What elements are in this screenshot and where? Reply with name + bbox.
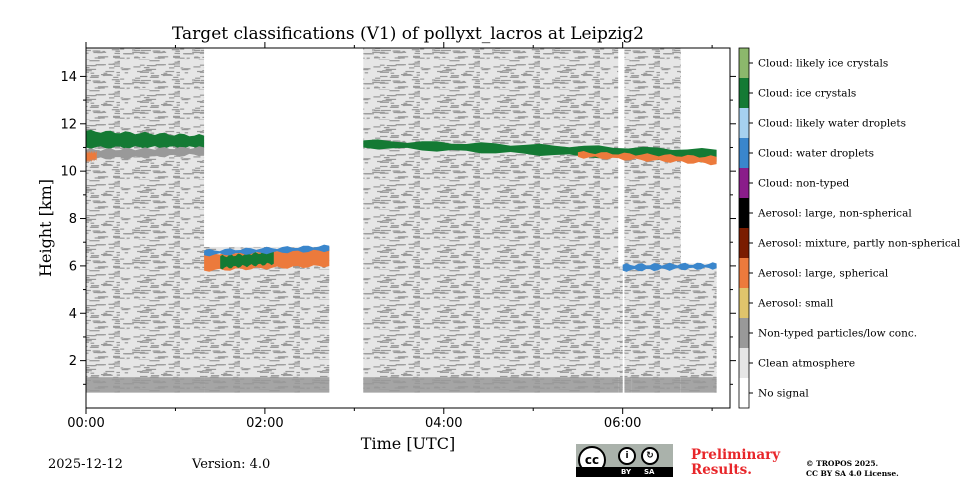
colorbar-swatch: [739, 48, 749, 78]
x-axis-label: Time [UTC]: [361, 434, 455, 453]
x-tick-label: 06:00: [604, 416, 641, 431]
y-tick-label: 6: [69, 259, 77, 274]
preliminary-line1: Preliminary: [691, 447, 781, 463]
plot-frame: [85, 47, 731, 409]
colorbar-swatch: [739, 138, 749, 168]
colorbar-swatch: [739, 288, 749, 318]
layer-class-4: [577, 151, 717, 166]
colorbar-swatch: [739, 198, 749, 228]
plot-area: [86, 48, 717, 393]
legend-label: No signal: [758, 388, 809, 400]
preliminary-line2: Results.: [691, 462, 752, 478]
copyright-line1: © TROPOS 2025.: [806, 459, 879, 468]
data-segment: [618, 265, 623, 393]
legend-label: Cloud: likely water droplets: [758, 118, 906, 130]
y-tick-label: 14: [60, 70, 77, 85]
colorbar-swatch: [739, 348, 749, 378]
legend-label: Non-typed particles/low conc.: [758, 328, 917, 340]
y-tick-label: 4: [69, 307, 77, 322]
y-tick-label: 12: [60, 117, 77, 132]
colorbar-swatch: [739, 378, 749, 408]
data-segment: [86, 48, 205, 393]
near-ground-band: [86, 377, 205, 393]
legend-label: Clean atmosphere: [758, 358, 855, 370]
colorbar-swatch: [739, 258, 749, 288]
cc-by-label: BY: [621, 468, 632, 476]
report-date: 2025-12-12: [48, 457, 123, 472]
layer-class-8: [204, 244, 330, 257]
colorbar-swatch: [739, 78, 749, 108]
cc-license-badge: cc i ↻ BY SA: [576, 444, 673, 477]
layer-class-2: [86, 146, 205, 161]
colorbar-swatch: [739, 318, 749, 348]
colorbar-swatch: [739, 108, 749, 138]
x-tick-label: 02:00: [246, 416, 283, 431]
legend-label: Cloud: non-typed: [758, 178, 850, 190]
near-ground-band: [624, 377, 632, 393]
attribution-icon: i: [618, 447, 636, 465]
near-ground-band: [204, 377, 330, 393]
colorbar: No signal Clean atmosphere Non-typed parti…: [738, 47, 960, 409]
near-ground-band: [618, 377, 623, 393]
layer-class-10: [220, 250, 274, 270]
data-segment: [680, 263, 717, 393]
preliminary-notice: Preliminary Results.: [691, 448, 780, 478]
share-alike-icon: ↻: [641, 447, 659, 465]
y-tick-label: 8: [69, 212, 77, 227]
y-tick-label: 2: [69, 354, 77, 369]
layer-class-4: [86, 150, 97, 163]
legend-label: Aerosol: large, spherical: [757, 268, 889, 280]
version-label: Version: 4.0: [192, 457, 271, 472]
copyright-line2: CC BY SA 4.0 License.: [806, 469, 899, 478]
x-tick-label: 00:00: [67, 416, 104, 431]
layer-class-8: [622, 262, 717, 272]
data-segment: [363, 48, 619, 393]
x-tick-label: 04:00: [425, 416, 462, 431]
data-segment: [631, 48, 681, 393]
y-axis-label: Height [km]: [36, 179, 55, 277]
y-tick-label: 10: [60, 165, 77, 180]
near-ground-band: [631, 377, 681, 393]
colorbar-swatch: [739, 168, 749, 198]
legend-label: Cloud: likely ice crystals: [758, 58, 888, 70]
axes: 00:00 02:00 04:00 06:00 2 4 6 8 10 12 14: [60, 42, 736, 431]
data-segment: [204, 246, 330, 393]
near-ground-band: [680, 377, 717, 393]
copyright-notice: © TROPOS 2025. CC BY SA 4.0 License.: [806, 459, 899, 479]
legend-label: Aerosol: mixture, partly non-spherical: [757, 238, 960, 250]
legend-label: Cloud: ice crystals: [758, 88, 856, 100]
legend-label: Cloud: water droplets: [758, 148, 874, 160]
chart-title: Target classifications (V1) of pollyxt_l…: [172, 24, 644, 44]
layer-class-10: [86, 129, 205, 149]
colorbar-frame: [738, 47, 750, 409]
near-ground-band: [363, 377, 619, 393]
cc-sa-label: SA: [644, 468, 655, 476]
cc-badge-bar: [576, 467, 673, 477]
data-segment: [624, 48, 632, 393]
legend-label: Aerosol: small: [757, 298, 834, 310]
colorbar-swatch: [739, 228, 749, 258]
legend-label: Aerosol: large, non-spherical: [757, 208, 912, 220]
